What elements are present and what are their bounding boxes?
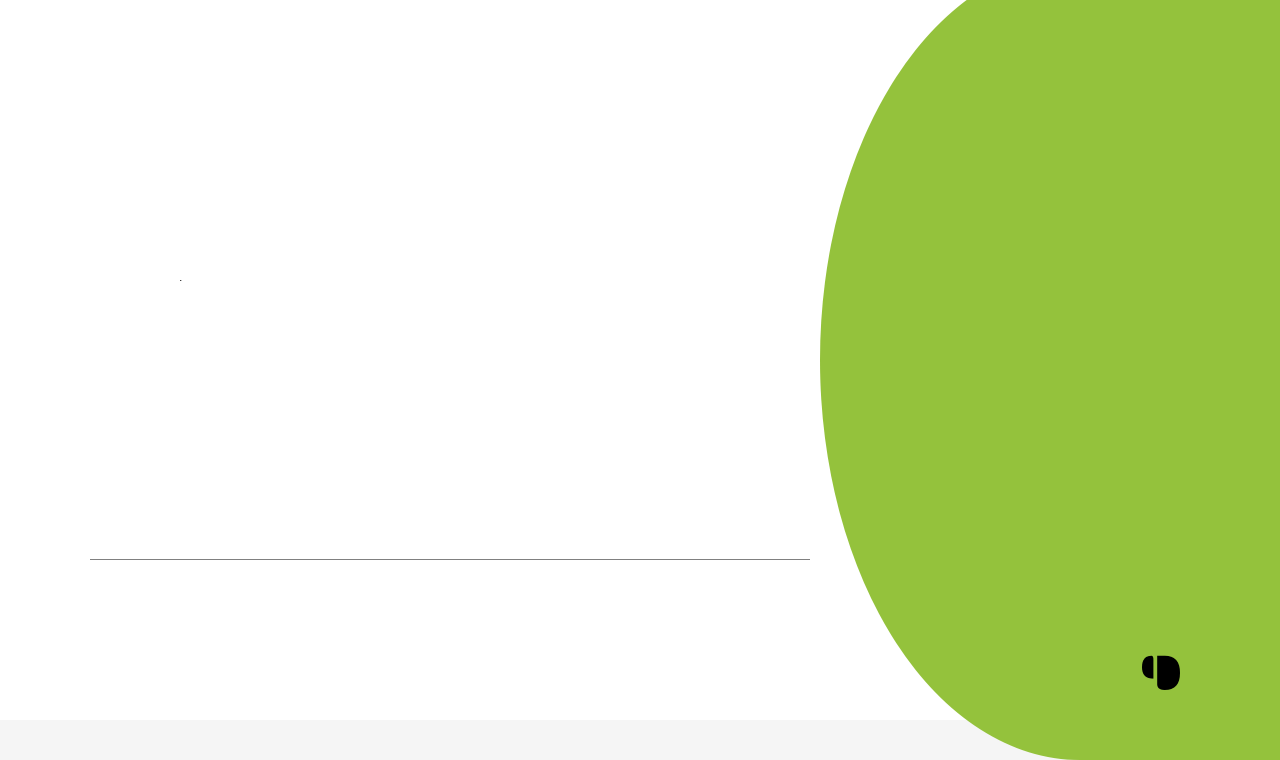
chart-baseline [90,559,810,560]
side-panel [860,0,1280,720]
chart-area [0,0,860,720]
footer-logo [1142,652,1190,690]
hexagon-2021 [1038,120,1116,206]
canvas [0,0,1280,720]
side-shape [820,0,1280,760]
logo-mark-icon [1142,652,1180,690]
chart-plot [90,140,810,560]
hexagon-2028 [960,170,1050,270]
hexagon-group [960,120,1180,280]
bar-container [90,140,810,560]
